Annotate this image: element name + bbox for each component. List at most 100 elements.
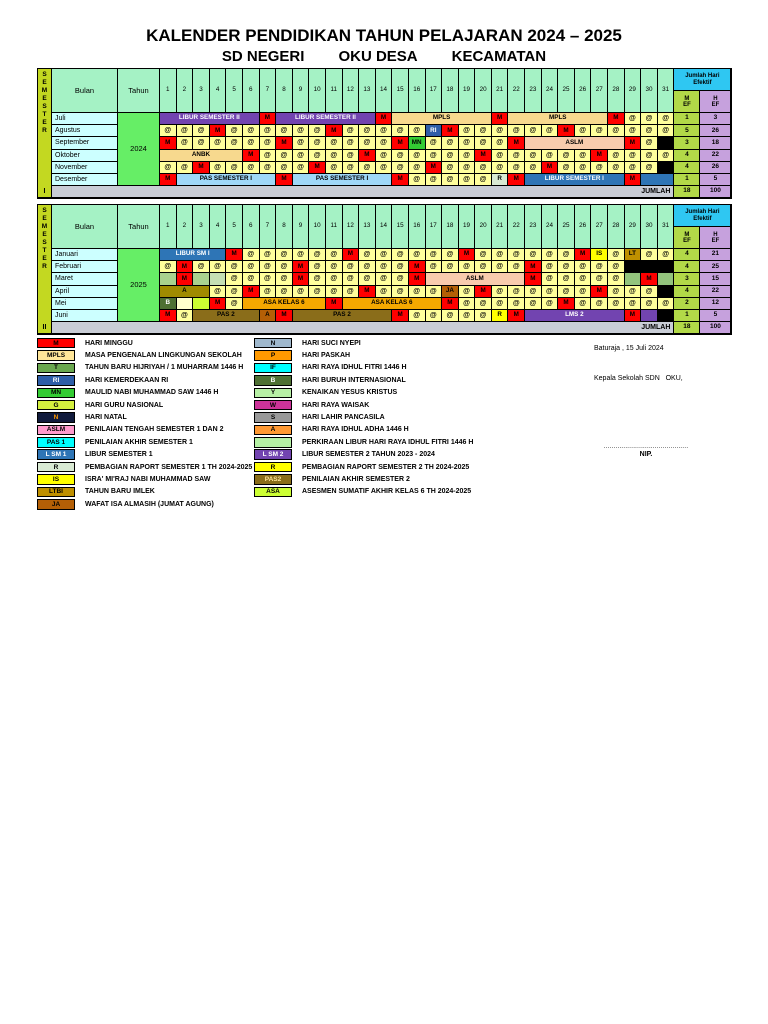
effective-day-cell: @ (375, 137, 393, 150)
effective-day-cell: @ (392, 285, 409, 298)
semester-letter: M (41, 223, 48, 230)
m-ef-value: 1 (674, 309, 701, 323)
legend-label: LIBUR SEMESTER 2 TAHUN 2023 - 2024 (302, 451, 435, 459)
sunday-cell: M (342, 249, 360, 262)
effective-day-cell: @ (408, 125, 426, 138)
effective-day-cell: @ (541, 297, 559, 310)
effective-day-cell: @ (475, 249, 492, 262)
day-header: 1 (160, 205, 177, 249)
legend-swatch: R (254, 461, 292, 473)
effective-day-cell: @ (608, 161, 625, 174)
day-header: 6 (242, 69, 260, 113)
effective-day-cell: @ (242, 161, 260, 174)
semester-letter: E (42, 215, 47, 222)
effective-day-cell: @ (425, 137, 443, 150)
sunday-cell: M (408, 261, 426, 274)
sunday-cell: M (491, 113, 509, 126)
bulan-header: Bulan (52, 205, 118, 249)
day-header: 18 (442, 205, 459, 249)
effective-day-cell: @ (608, 125, 625, 138)
legend-swatch: W (254, 399, 292, 411)
effective-day-cell: @ (309, 273, 326, 286)
legend-item: JA WAFAT ISA ALMASIH (JUMAT AGUNG) (37, 498, 252, 510)
sunday-cell: M (591, 149, 609, 162)
effective-day-cell: @ (392, 161, 409, 174)
effective-day-cell: @ (408, 249, 426, 262)
legend-item: W HARI RAYA WAISAK (254, 399, 473, 411)
effective-day-cell: @ (558, 285, 575, 298)
event-cell (641, 309, 658, 323)
legend-label: MAULID NABI MUHAMMAD SAW 1446 H (85, 389, 219, 397)
effective-day-cell: @ (458, 285, 476, 298)
calendar-table-semester-2: S E M E S T E R II Bulan Tahun 1 2 3 4 5 6 7 8 9 10 11 12 13 14 1… (37, 204, 733, 335)
event-cell: R (491, 173, 509, 187)
legend-swatch: Y (254, 387, 292, 398)
sunday-cell: M (392, 309, 409, 323)
legend-swatch: S (254, 412, 292, 423)
effective-day-cell: @ (458, 125, 476, 138)
month-name: Agustus (52, 125, 118, 138)
day-header: 1 (160, 69, 177, 113)
event-cell (176, 297, 194, 310)
legend-item: PAS 1 PENILAIAN AKHIR SEMESTER 1 (37, 436, 252, 448)
legend-item: IF HARI RAYA IDHUL FITRI 1446 H (254, 362, 473, 374)
effective-day-cell: @ (242, 125, 260, 138)
h-ef-value: 18 (700, 137, 732, 150)
m-ef-header: M EF (674, 227, 701, 249)
effective-day-cell: @ (458, 161, 476, 174)
effective-day-cell: @ (176, 137, 194, 150)
sunday-cell: M (209, 297, 227, 310)
semester-letter: E (42, 79, 47, 86)
semester-letter: T (42, 111, 47, 118)
legend-label: KENAIKAN YESUS KRISTUS (302, 389, 398, 397)
effective-day-cell: @ (193, 261, 210, 274)
semester-letter: M (41, 87, 48, 94)
page-title: KALENDER PENDIDIKAN TAHUN PELAJARAN 2024… (146, 26, 622, 45)
effective-day-cell: @ (342, 261, 360, 274)
day-header: 16 (408, 205, 426, 249)
m-ef-value: 4 (674, 249, 701, 262)
day-header: 23 (525, 69, 542, 113)
effective-day-cell: @ (608, 261, 625, 274)
effective-day-cell: @ (209, 261, 227, 274)
legend-swatch: IF (254, 362, 292, 374)
effective-day-cell: @ (608, 297, 625, 310)
day-header: 31 (657, 69, 675, 113)
sunday-cell: M (591, 285, 609, 298)
effective-day-cell: @ (226, 161, 243, 174)
effective-day-cell: @ (508, 161, 526, 174)
subtitle-school-type: SD NEGERI (221, 48, 305, 65)
effective-day-cell: @ (160, 261, 177, 274)
sunday-cell: M (160, 137, 177, 150)
day-header: 26 (574, 69, 592, 113)
effective-day-cell: @ (292, 249, 310, 262)
effective-day-cell: @ (458, 149, 476, 162)
effective-day-cell: @ (491, 285, 509, 298)
legend-swatch: L SM 2 (254, 449, 292, 460)
legend-swatch: B (254, 375, 292, 386)
legend-item: MPLS MASA PENGENALAN LINGKUNGAN SEKOLAH (37, 349, 252, 361)
semester-letter: E (42, 231, 47, 238)
effective-day-cell: @ (193, 137, 210, 150)
legend-swatch: ASLM (37, 424, 75, 436)
effective-day-cell: @ (359, 125, 376, 138)
event-cell: MPLS (392, 113, 492, 126)
legend-label: HARI PASKAH (302, 352, 351, 360)
effective-day-cell: @ (574, 297, 592, 310)
legend-swatch: PAS2 (254, 474, 292, 485)
day-header: 13 (359, 69, 376, 113)
effective-day-cell: @ (442, 161, 459, 174)
day-header: 30 (641, 69, 658, 113)
sunday-cell: M (292, 261, 310, 274)
legend-item: RI HARI KEMERDEKAAN RI (37, 374, 252, 386)
day-header: 5 (226, 205, 243, 249)
h-ef-value: 15 (700, 273, 732, 286)
effective-day-cell: @ (276, 149, 293, 162)
legend-item: R PEMBAGIAN RAPORT SEMESTER 2 TH 2024-202… (254, 461, 473, 473)
effective-day-cell: @ (525, 161, 542, 174)
day-header: 7 (259, 205, 277, 249)
legend-swatch: MPLS (37, 350, 75, 361)
month-name: April (52, 285, 118, 298)
day-header: 19 (458, 205, 476, 249)
